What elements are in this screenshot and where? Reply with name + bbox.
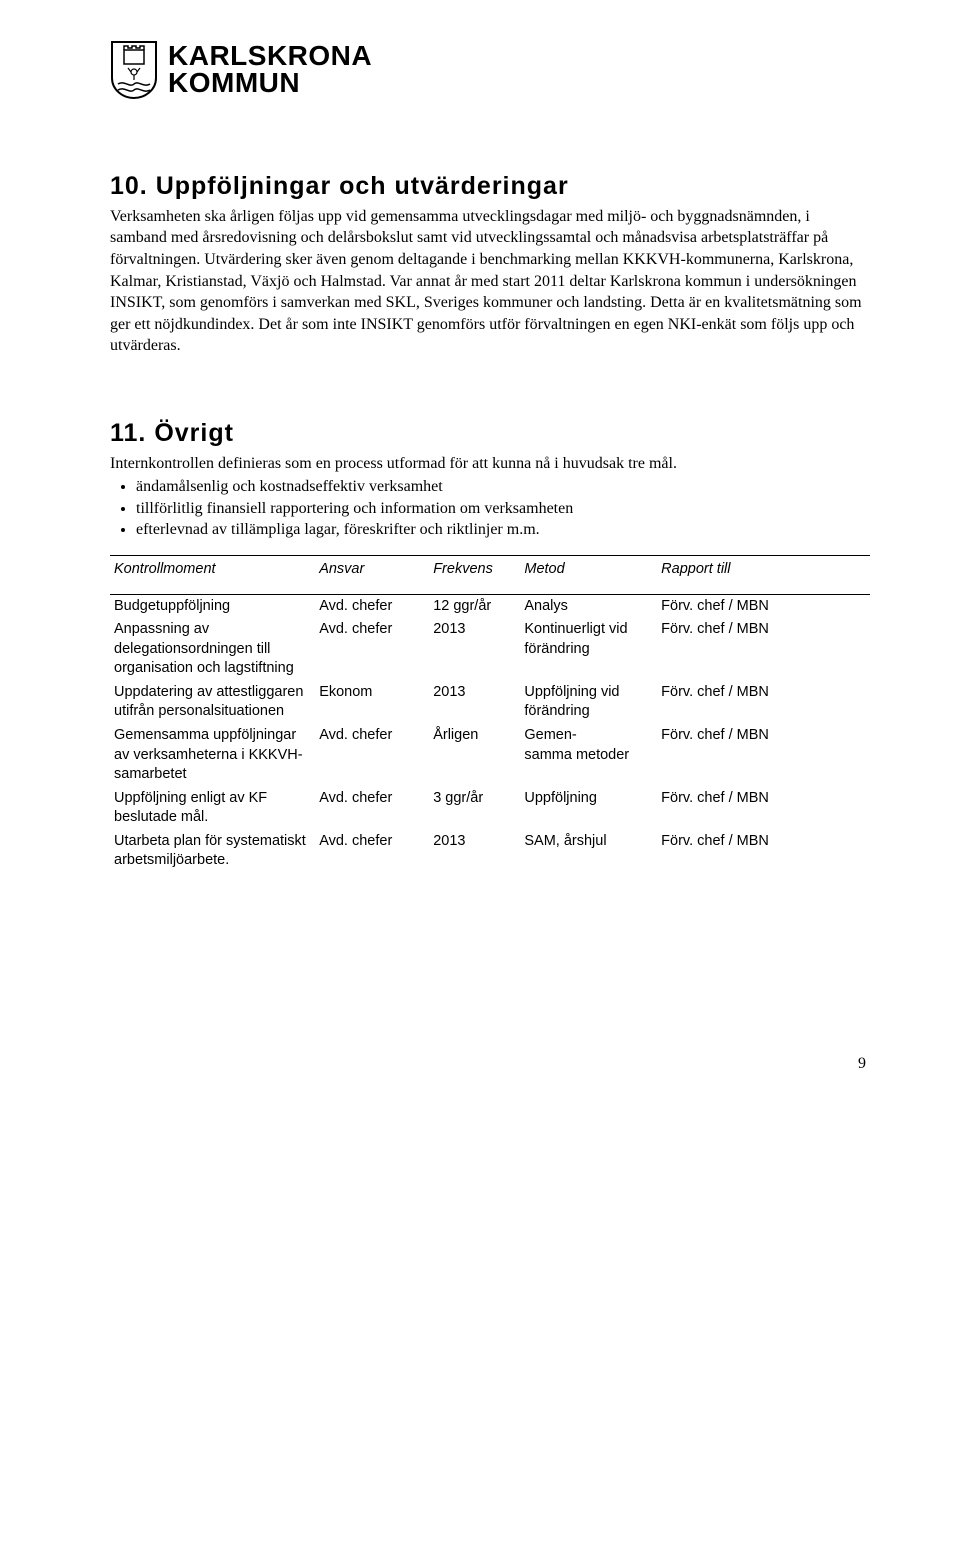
- municipal-crest-icon: [110, 40, 158, 100]
- cell-rapport: Förv. chef / MBN: [657, 594, 870, 618]
- cell-rapport: Förv. chef / MBN: [657, 724, 870, 787]
- cell-ansvar: Ekonom: [315, 681, 429, 724]
- control-table: Kontrollmoment Ansvar Frekvens Metod Rap…: [110, 555, 870, 873]
- bullet-item: ändamålsenlig och kostnadseffektiv verks…: [136, 476, 870, 498]
- section-10-heading: 10. Uppföljningar och utvärderingar: [110, 170, 870, 204]
- cell-metod: Uppföljning: [520, 787, 657, 830]
- cell-rapport: Förv. chef / MBN: [657, 787, 870, 830]
- cell-ansvar: Avd. chefer: [315, 787, 429, 830]
- table-row: Budgetuppföljning Avd. chefer 12 ggr/år …: [110, 594, 870, 618]
- col-header: Frekvens: [429, 556, 520, 595]
- cell-frekvens: 3 ggr/år: [429, 787, 520, 830]
- table-row: Uppföljning enligt av KF beslutade mål. …: [110, 787, 870, 830]
- wordmark-line1: KARLSKRONA: [168, 43, 372, 70]
- table-header-row: Kontrollmoment Ansvar Frekvens Metod Rap…: [110, 556, 870, 595]
- bullet-item: efterlevnad av tillämpliga lagar, föresk…: [136, 519, 870, 541]
- col-header: Ansvar: [315, 556, 429, 595]
- cell-frekvens: Årligen: [429, 724, 520, 787]
- section-11-intro: Internkontrollen definieras som en proce…: [110, 453, 870, 475]
- col-header: Rapport till: [657, 556, 870, 595]
- wordmark-line2: KOMMUN: [168, 70, 372, 97]
- page-header: KARLSKRONA KOMMUN: [110, 40, 870, 100]
- cell-frekvens: 2013: [429, 618, 520, 681]
- table-row: Utarbeta plan för systematiskt arbetsmil…: [110, 830, 870, 873]
- cell-kontrollmoment: Uppföljning enligt av KF beslutade mål.: [110, 787, 315, 830]
- cell-ansvar: Avd. chefer: [315, 830, 429, 873]
- table-row: Anpassning av delegationsordningen till …: [110, 618, 870, 681]
- cell-rapport: Förv. chef / MBN: [657, 681, 870, 724]
- cell-kontrollmoment: Gemensamma uppföljningar av verksamheter…: [110, 724, 315, 787]
- col-header: Metod: [520, 556, 657, 595]
- cell-frekvens: 2013: [429, 681, 520, 724]
- wordmark: KARLSKRONA KOMMUN: [168, 43, 372, 96]
- section-10-body: Verksamheten ska årligen följas upp vid …: [110, 206, 870, 357]
- cell-kontrollmoment: Utarbeta plan för systematiskt arbetsmil…: [110, 830, 315, 873]
- page-number: 9: [110, 1053, 870, 1075]
- cell-rapport: Förv. chef / MBN: [657, 830, 870, 873]
- cell-ansvar: Avd. chefer: [315, 594, 429, 618]
- bullet-item: tillförlitlig finansiell rapportering oc…: [136, 498, 870, 520]
- cell-ansvar: Avd. chefer: [315, 724, 429, 787]
- cell-rapport: Förv. chef / MBN: [657, 618, 870, 681]
- cell-ansvar: Avd. chefer: [315, 618, 429, 681]
- cell-frekvens: 2013: [429, 830, 520, 873]
- cell-metod: SAM, årshjul: [520, 830, 657, 873]
- cell-metod: Gemen- samma metoder: [520, 724, 657, 787]
- table-row: Gemensamma uppföljningar av verksamheter…: [110, 724, 870, 787]
- section-11-heading: 11. Övrigt: [110, 417, 870, 451]
- cell-metod: Uppföljning vid förändring: [520, 681, 657, 724]
- table-body: Budgetuppföljning Avd. chefer 12 ggr/år …: [110, 594, 870, 873]
- cell-frekvens: 12 ggr/år: [429, 594, 520, 618]
- cell-metod: Analys: [520, 594, 657, 618]
- table-row: Uppdatering av attestliggaren utifrån pe…: [110, 681, 870, 724]
- col-header: Kontrollmoment: [110, 556, 315, 595]
- cell-kontrollmoment: Uppdatering av attestliggaren utifrån pe…: [110, 681, 315, 724]
- cell-kontrollmoment: Budgetuppföljning: [110, 594, 315, 618]
- section-11-bullets: ändamålsenlig och kostnadseffektiv verks…: [110, 476, 870, 541]
- cell-metod: Kontinuerligt vid förändring: [520, 618, 657, 681]
- cell-kontrollmoment: Anpassning av delegationsordningen till …: [110, 618, 315, 681]
